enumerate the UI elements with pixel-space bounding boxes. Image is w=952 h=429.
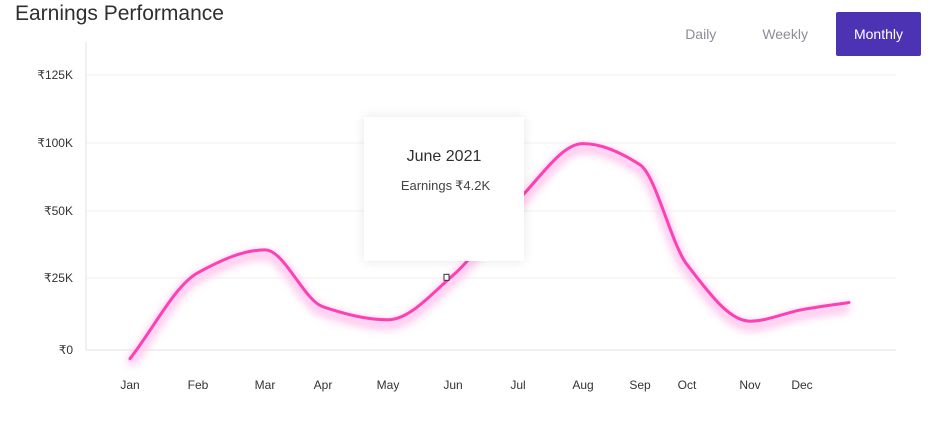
x-tick-label: Jul bbox=[510, 378, 525, 392]
x-tick-label: Apr bbox=[314, 378, 333, 392]
x-tick-label: Feb bbox=[188, 378, 209, 392]
x-tick-label: Mar bbox=[255, 378, 276, 392]
x-tick-label: Dec bbox=[791, 378, 812, 392]
tooltip-value: ₹4.2K bbox=[455, 178, 491, 193]
x-axis-labels: Jan Feb Mar Apr May Jun Jul Aug Sep Oct Nov Dec bbox=[120, 378, 812, 392]
y-tick-label: ₹25K bbox=[44, 271, 73, 285]
axes bbox=[85, 42, 896, 351]
y-tick-label: ₹100K bbox=[37, 136, 73, 150]
y-tick-label: ₹50K bbox=[44, 204, 73, 218]
x-tick-label: Aug bbox=[572, 378, 593, 392]
y-tick-label: ₹0 bbox=[59, 343, 74, 357]
period-tabs: Daily Weekly Monthly bbox=[657, 12, 921, 56]
x-tick-label: Jan bbox=[120, 378, 139, 392]
x-tick-label: Oct bbox=[678, 378, 697, 392]
tab-daily[interactable]: Daily bbox=[667, 12, 734, 56]
x-tick-label: Jun bbox=[443, 378, 462, 392]
y-tick-label: ₹125K bbox=[37, 68, 73, 82]
chart-title: Earnings Performance bbox=[15, 2, 224, 25]
x-tick-label: May bbox=[377, 378, 400, 392]
hover-marker bbox=[443, 273, 450, 281]
tooltip-label: Earnings bbox=[400, 178, 453, 193]
data-tooltip: June 2021 Earnings ₹4.2K bbox=[364, 117, 524, 261]
tooltip-value-row: Earnings ₹4.2K bbox=[364, 178, 524, 194]
tab-weekly[interactable]: Weekly bbox=[744, 12, 826, 56]
tooltip-title: June 2021 bbox=[406, 148, 482, 165]
x-tick-label: Sep bbox=[629, 378, 651, 392]
x-tick-label: Nov bbox=[739, 378, 760, 392]
y-axis-labels: ₹0 ₹25K ₹50K ₹100K ₹125K bbox=[37, 68, 73, 357]
tab-monthly[interactable]: Monthly bbox=[835, 12, 921, 56]
